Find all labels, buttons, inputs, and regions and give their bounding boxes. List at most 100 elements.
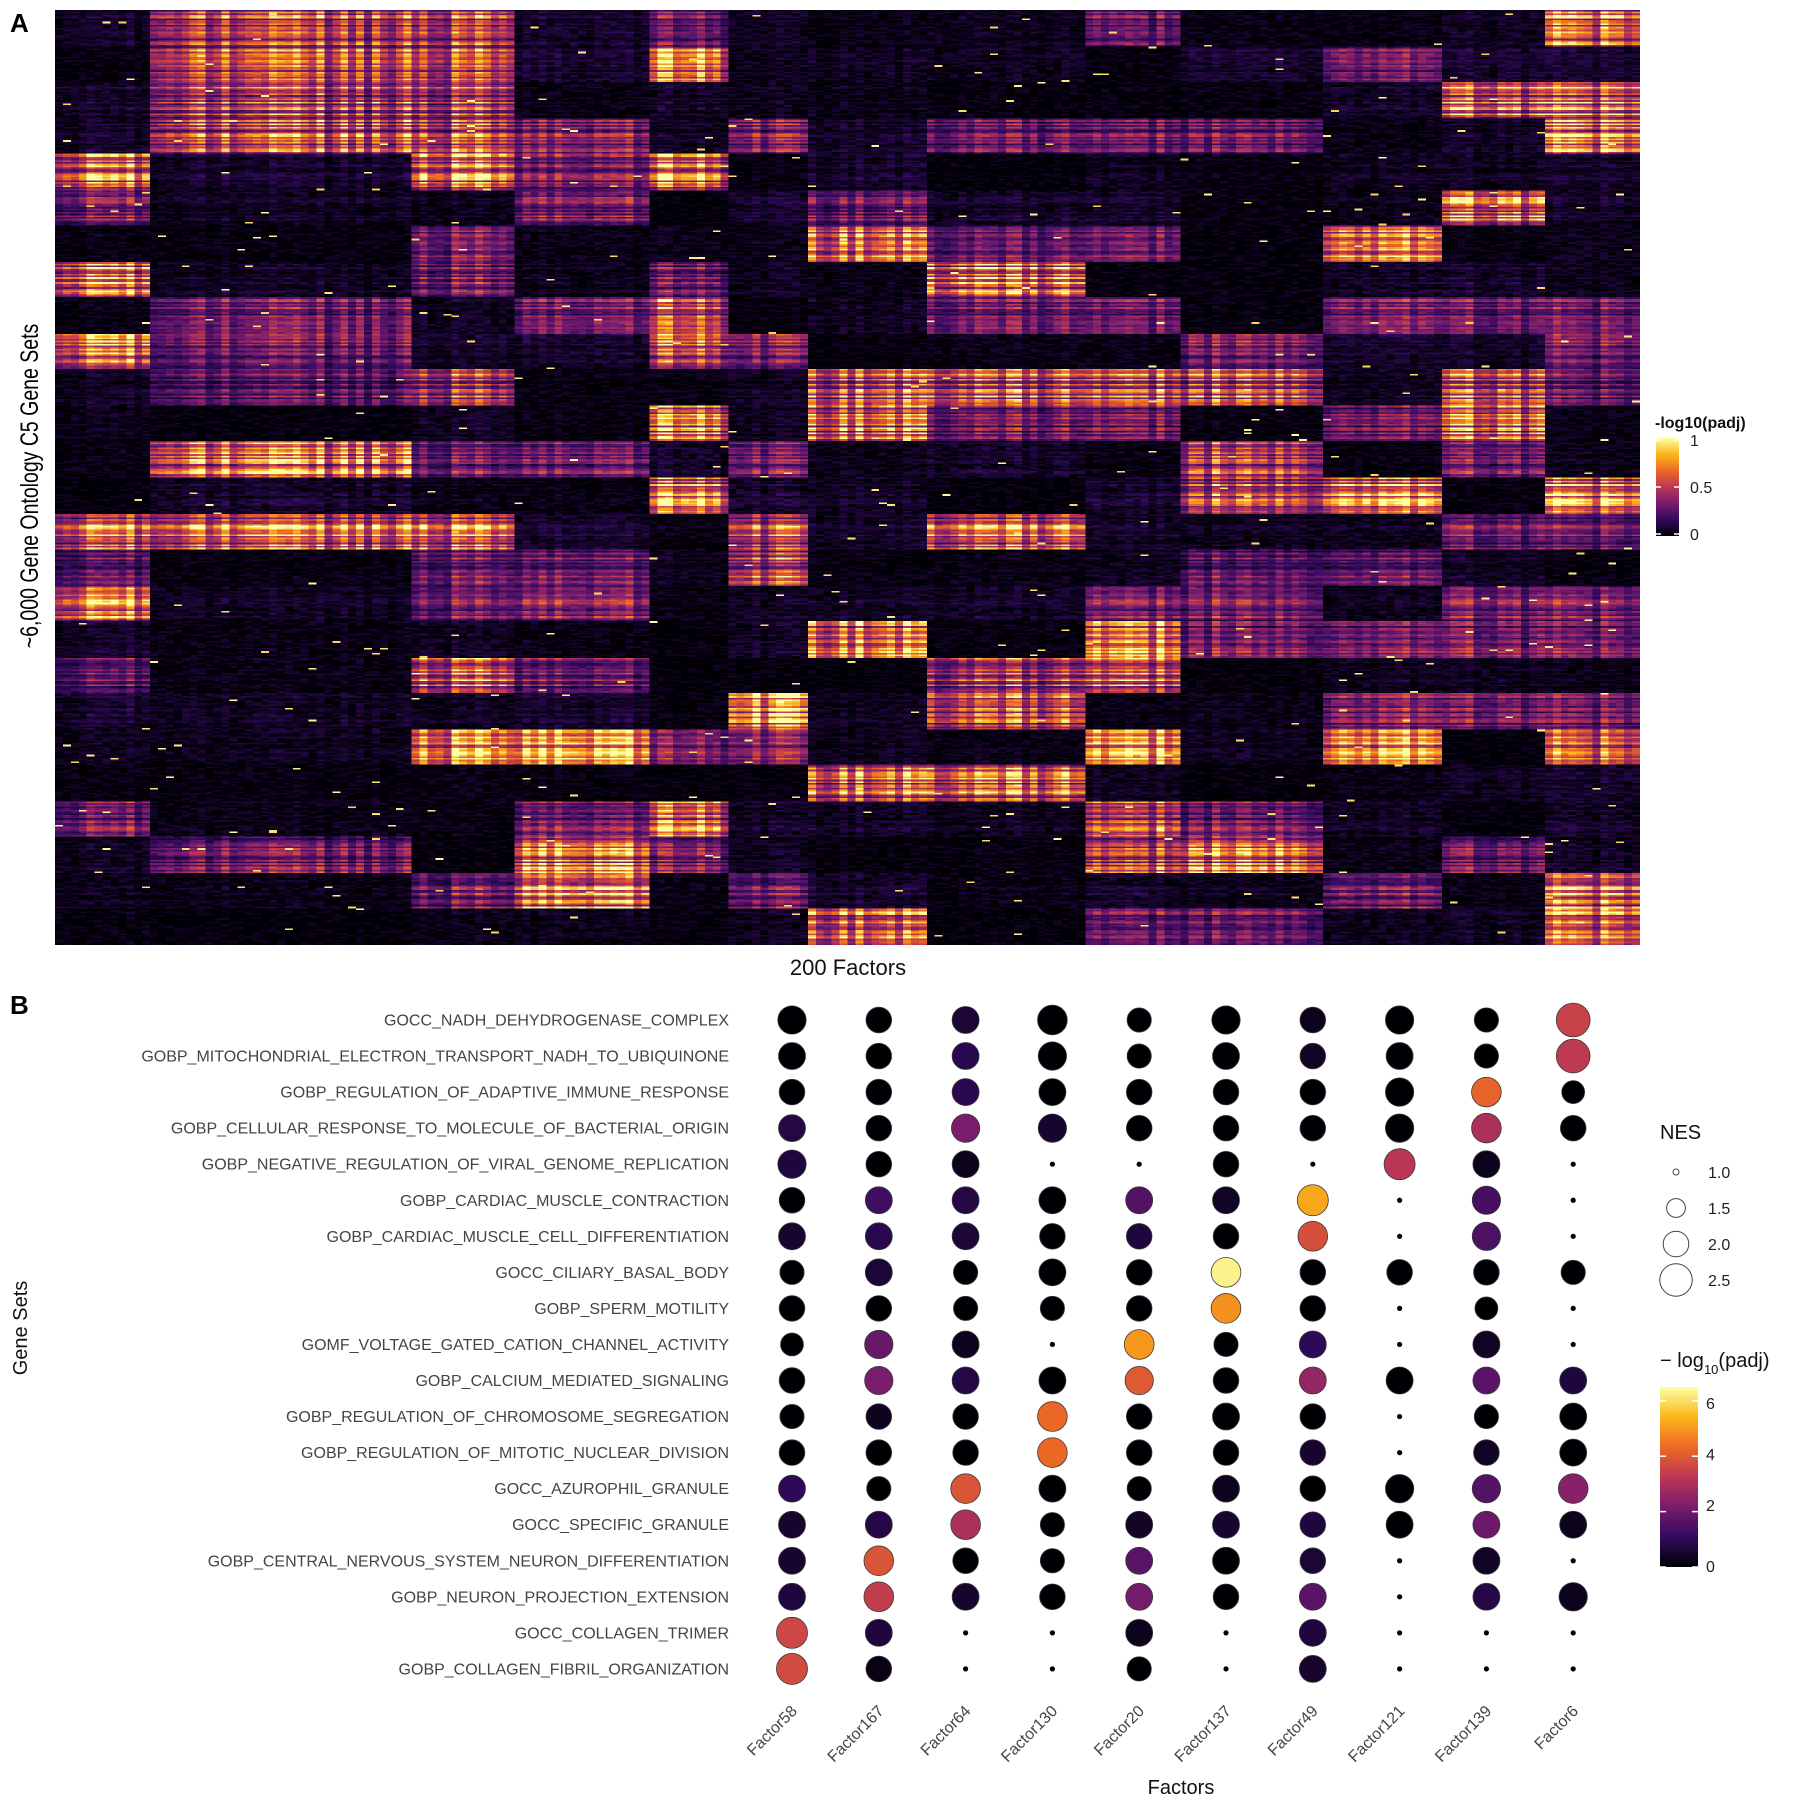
dot-point <box>1125 1510 1154 1539</box>
gene-set-label: GOCC_AZUROPHIL_GRANULE <box>494 1481 729 1498</box>
dot-point <box>1397 1450 1403 1456</box>
dot-point <box>865 1042 893 1070</box>
dot-point <box>865 1403 893 1430</box>
factor-label: Factor20 <box>1091 1703 1148 1760</box>
dot-point <box>951 1113 981 1143</box>
dot-point <box>950 1473 981 1504</box>
dot-point <box>1212 1546 1240 1575</box>
dot-point <box>863 1581 895 1613</box>
gene-set-label: GOMF_VOLTAGE_GATED_CATION_CHANNEL_ACTIVI… <box>302 1337 730 1354</box>
dot-point <box>1559 1366 1588 1395</box>
dot-point <box>778 1222 806 1251</box>
dot-point <box>1570 1233 1576 1239</box>
dot-point <box>1472 1510 1501 1539</box>
dot-point <box>1125 1582 1154 1611</box>
gene-set-label: GOCC_CILIARY_BASAL_BODY <box>495 1265 729 1282</box>
dot-point <box>778 1439 806 1466</box>
dot-point <box>1385 1042 1414 1070</box>
dot-point <box>865 1295 893 1322</box>
dot-point <box>779 1404 805 1430</box>
dot-point <box>1385 1077 1415 1107</box>
dot-point <box>951 1078 980 1106</box>
dot-point <box>1125 1114 1153 1142</box>
dot-point <box>778 1546 806 1575</box>
dot-point <box>1126 1043 1152 1069</box>
dot-point <box>864 1222 893 1251</box>
dot-point <box>1125 1546 1154 1575</box>
dot-point <box>1557 1473 1589 1504</box>
dot-point <box>951 1222 980 1251</box>
dot-point <box>1212 1042 1240 1070</box>
dot-point <box>1397 1305 1403 1311</box>
dot-point <box>1472 1366 1501 1395</box>
dot-point <box>776 1616 808 1649</box>
nes-legend-label: 2.5 <box>1708 1273 1730 1290</box>
dot-point <box>951 1006 980 1034</box>
dot-point <box>1473 1007 1499 1033</box>
dot-point <box>865 1114 893 1142</box>
dot-point <box>1038 1258 1067 1287</box>
dot-point <box>1124 1365 1154 1396</box>
dot-point <box>1038 1186 1067 1215</box>
dot-point <box>864 1510 893 1539</box>
dot-point <box>1561 1080 1586 1104</box>
nes-legend-key <box>1659 1263 1693 1297</box>
dot-point <box>1383 1148 1416 1181</box>
dot-point <box>1212 1583 1240 1611</box>
dot-point <box>1125 1078 1153 1106</box>
dot-point <box>780 1332 804 1357</box>
dot-point <box>1471 1221 1501 1251</box>
dot-point <box>1212 1223 1240 1250</box>
dotplot-points <box>776 1002 1591 1685</box>
dot-point <box>1474 1296 1499 1321</box>
dot-point <box>1037 1437 1068 1468</box>
dot-point <box>1039 1295 1065 1321</box>
dot-point <box>1397 1341 1403 1348</box>
dot-point <box>1038 1078 1067 1106</box>
dot-point <box>1298 1618 1327 1647</box>
panel-a: A ~6,000 Gene Ontology C5 Gene Sets 200 … <box>10 8 1746 980</box>
dot-point <box>1126 1656 1152 1682</box>
panel-b-letter: B <box>10 990 29 1020</box>
dot-point <box>1397 1666 1403 1672</box>
padj-legend-title: − log10(padj) <box>1660 1350 1770 1377</box>
dot-point <box>952 1403 979 1430</box>
dot-point <box>1126 1476 1152 1502</box>
dot-point <box>952 1439 979 1466</box>
heatmap-cells <box>55 10 1640 945</box>
dot-point <box>1559 1510 1588 1539</box>
gene-set-label: GOBP_REGULATION_OF_MITOTIC_NUCLEAR_DIVIS… <box>301 1445 729 1462</box>
heatmap-legend-tick-0.5: 0.5 <box>1690 480 1712 497</box>
dot-point <box>1385 1005 1415 1035</box>
dot-point <box>1212 1474 1240 1503</box>
dot-point <box>1037 1041 1067 1071</box>
dot-point <box>1570 1630 1576 1636</box>
dot-point <box>951 1042 980 1070</box>
dot-point <box>778 1042 806 1070</box>
dot-point <box>1299 1439 1327 1466</box>
factor-label: Factor167 <box>825 1703 888 1766</box>
dot-point <box>1555 1038 1591 1074</box>
dot-point <box>951 1330 980 1359</box>
dot-point <box>1299 1547 1327 1574</box>
dot-point <box>1555 1002 1591 1038</box>
dot-point <box>1038 1366 1067 1395</box>
gene-set-label: GOBP_CARDIAC_MUSCLE_CONTRACTION <box>400 1193 729 1210</box>
dot-point <box>951 1186 980 1215</box>
dot-point <box>1136 1161 1142 1167</box>
dot-point <box>1299 1295 1327 1322</box>
dot-point <box>1211 1005 1241 1035</box>
dot-point <box>1397 1594 1403 1600</box>
dot-point <box>1123 1329 1155 1360</box>
factor-label: Factor58 <box>744 1703 801 1760</box>
dot-point <box>1471 1474 1501 1504</box>
dot-point <box>1298 1655 1327 1683</box>
dot-point <box>1559 1114 1587 1142</box>
nes-legend-keys <box>1659 1168 1693 1297</box>
nes-legend-title: NES <box>1660 1122 1701 1144</box>
dot-point <box>778 1114 806 1143</box>
dot-point <box>1298 1582 1327 1611</box>
dot-point <box>1125 1259 1153 1286</box>
dot-point <box>1210 1257 1242 1288</box>
dot-point <box>1212 1367 1240 1394</box>
